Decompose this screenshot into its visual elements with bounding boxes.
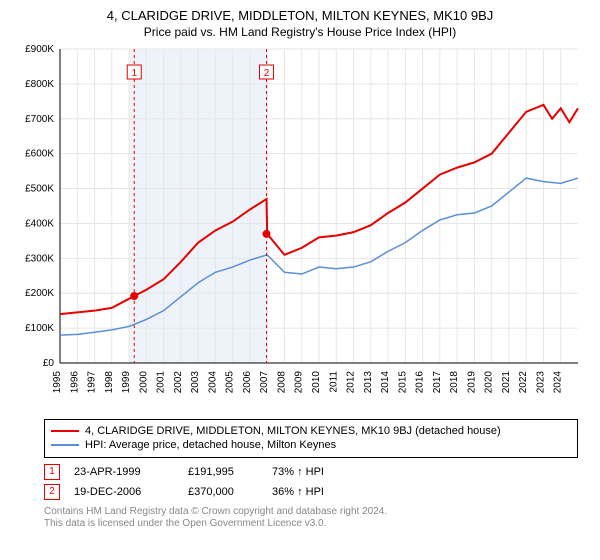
svg-text:2005: 2005 bbox=[225, 371, 236, 394]
svg-text:2022: 2022 bbox=[518, 371, 529, 394]
legend-item-property: 4, CLARIDGE DRIVE, MIDDLETON, MILTON KEY… bbox=[51, 424, 571, 438]
svg-text:2004: 2004 bbox=[207, 371, 218, 394]
event-price-2: £370,000 bbox=[188, 486, 258, 498]
svg-text:2002: 2002 bbox=[173, 371, 184, 394]
svg-text:2009: 2009 bbox=[294, 371, 305, 394]
svg-text:2010: 2010 bbox=[311, 371, 322, 394]
chart-subtitle: Price paid vs. HM Land Registry's House … bbox=[12, 25, 588, 39]
legend-label-hpi: HPI: Average price, detached house, Milt… bbox=[85, 438, 336, 452]
svg-text:2003: 2003 bbox=[190, 371, 201, 394]
legend-swatch-hpi bbox=[51, 444, 79, 446]
event-list: 1 23-APR-1999 £191,995 73% ↑ HPI 2 19-DE… bbox=[44, 464, 578, 500]
footer: Contains HM Land Registry data © Crown c… bbox=[44, 506, 578, 530]
svg-text:1999: 1999 bbox=[121, 371, 132, 394]
chart-plot-area: £0 £100K £200K £300K £400K £500K £600K £700K £80… bbox=[12, 43, 588, 413]
svg-text:2013: 2013 bbox=[363, 371, 374, 394]
legend-label-property: 4, CLARIDGE DRIVE, MIDDLETON, MILTON KEY… bbox=[85, 424, 501, 438]
svg-text:1995: 1995 bbox=[52, 371, 63, 394]
svg-text:£400K: £400K bbox=[25, 218, 54, 229]
line-chart-svg: £0 £100K £200K £300K £400K £500K £600K £700K £80… bbox=[12, 43, 588, 413]
legend-item-hpi: HPI: Average price, detached house, Milt… bbox=[51, 438, 571, 452]
event-pct-1: 73% ↑ HPI bbox=[272, 466, 362, 478]
svg-text:2015: 2015 bbox=[397, 371, 408, 394]
event-pct-2: 36% ↑ HPI bbox=[272, 486, 362, 498]
svg-text:2011: 2011 bbox=[328, 371, 339, 393]
svg-text:2016: 2016 bbox=[415, 371, 426, 394]
legend-swatch-property bbox=[51, 430, 79, 432]
svg-text:£900K: £900K bbox=[25, 44, 54, 55]
event-row-1: 1 23-APR-1999 £191,995 73% ↑ HPI bbox=[44, 464, 578, 480]
svg-text:£700K: £700K bbox=[25, 114, 54, 125]
footer-line-2: This data is licensed under the Open Gov… bbox=[44, 518, 578, 530]
svg-text:£100K: £100K bbox=[25, 323, 54, 334]
svg-text:2007: 2007 bbox=[259, 371, 270, 394]
svg-text:1998: 1998 bbox=[104, 371, 115, 394]
event-row-2: 2 19-DEC-2006 £370,000 36% ↑ HPI bbox=[44, 484, 578, 500]
svg-text:2008: 2008 bbox=[276, 371, 287, 394]
footer-line-1: Contains HM Land Registry data © Crown c… bbox=[44, 506, 578, 518]
svg-text:£300K: £300K bbox=[25, 253, 54, 264]
svg-text:£500K: £500K bbox=[25, 184, 54, 195]
svg-text:2019: 2019 bbox=[466, 371, 477, 394]
svg-text:2001: 2001 bbox=[156, 371, 167, 394]
svg-text:2020: 2020 bbox=[484, 371, 495, 394]
event-date-1: 23-APR-1999 bbox=[74, 466, 174, 478]
legend: 4, CLARIDGE DRIVE, MIDDLETON, MILTON KEY… bbox=[44, 419, 578, 458]
event-tag-2: 2 bbox=[44, 484, 60, 500]
chart-container: 4, CLARIDGE DRIVE, MIDDLETON, MILTON KEY… bbox=[0, 0, 600, 560]
svg-text:2: 2 bbox=[264, 68, 270, 79]
svg-text:2014: 2014 bbox=[380, 371, 391, 394]
svg-text:1996: 1996 bbox=[69, 371, 80, 394]
svg-text:2012: 2012 bbox=[346, 371, 357, 394]
svg-text:£600K: £600K bbox=[25, 149, 54, 160]
svg-text:£800K: £800K bbox=[25, 79, 54, 90]
svg-text:1997: 1997 bbox=[87, 371, 98, 394]
svg-text:2023: 2023 bbox=[535, 371, 546, 394]
svg-text:2018: 2018 bbox=[449, 371, 460, 394]
svg-text:2017: 2017 bbox=[432, 371, 443, 394]
svg-text:£200K: £200K bbox=[25, 288, 54, 299]
svg-text:2000: 2000 bbox=[138, 371, 149, 394]
svg-text:2021: 2021 bbox=[501, 371, 512, 394]
event-date-2: 19-DEC-2006 bbox=[74, 486, 174, 498]
svg-text:2006: 2006 bbox=[242, 371, 253, 394]
svg-text:1: 1 bbox=[131, 68, 137, 79]
chart-title: 4, CLARIDGE DRIVE, MIDDLETON, MILTON KEY… bbox=[12, 8, 588, 23]
event-price-1: £191,995 bbox=[188, 466, 258, 478]
event-tag-1: 1 bbox=[44, 464, 60, 480]
svg-text:2024: 2024 bbox=[553, 371, 564, 394]
svg-text:£0: £0 bbox=[43, 358, 55, 369]
